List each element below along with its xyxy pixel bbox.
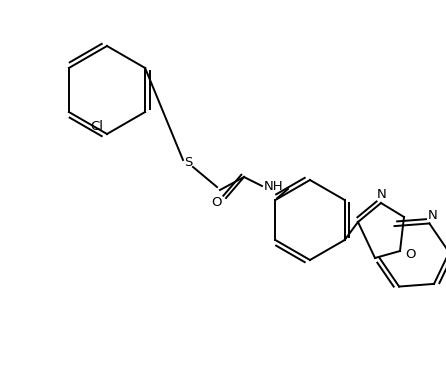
Text: N: N: [428, 209, 437, 222]
Text: S: S: [184, 157, 192, 169]
Text: NH: NH: [264, 181, 284, 194]
Text: O: O: [406, 248, 416, 261]
Text: O: O: [211, 197, 221, 210]
Text: N: N: [377, 188, 387, 201]
Text: Cl: Cl: [91, 119, 103, 132]
